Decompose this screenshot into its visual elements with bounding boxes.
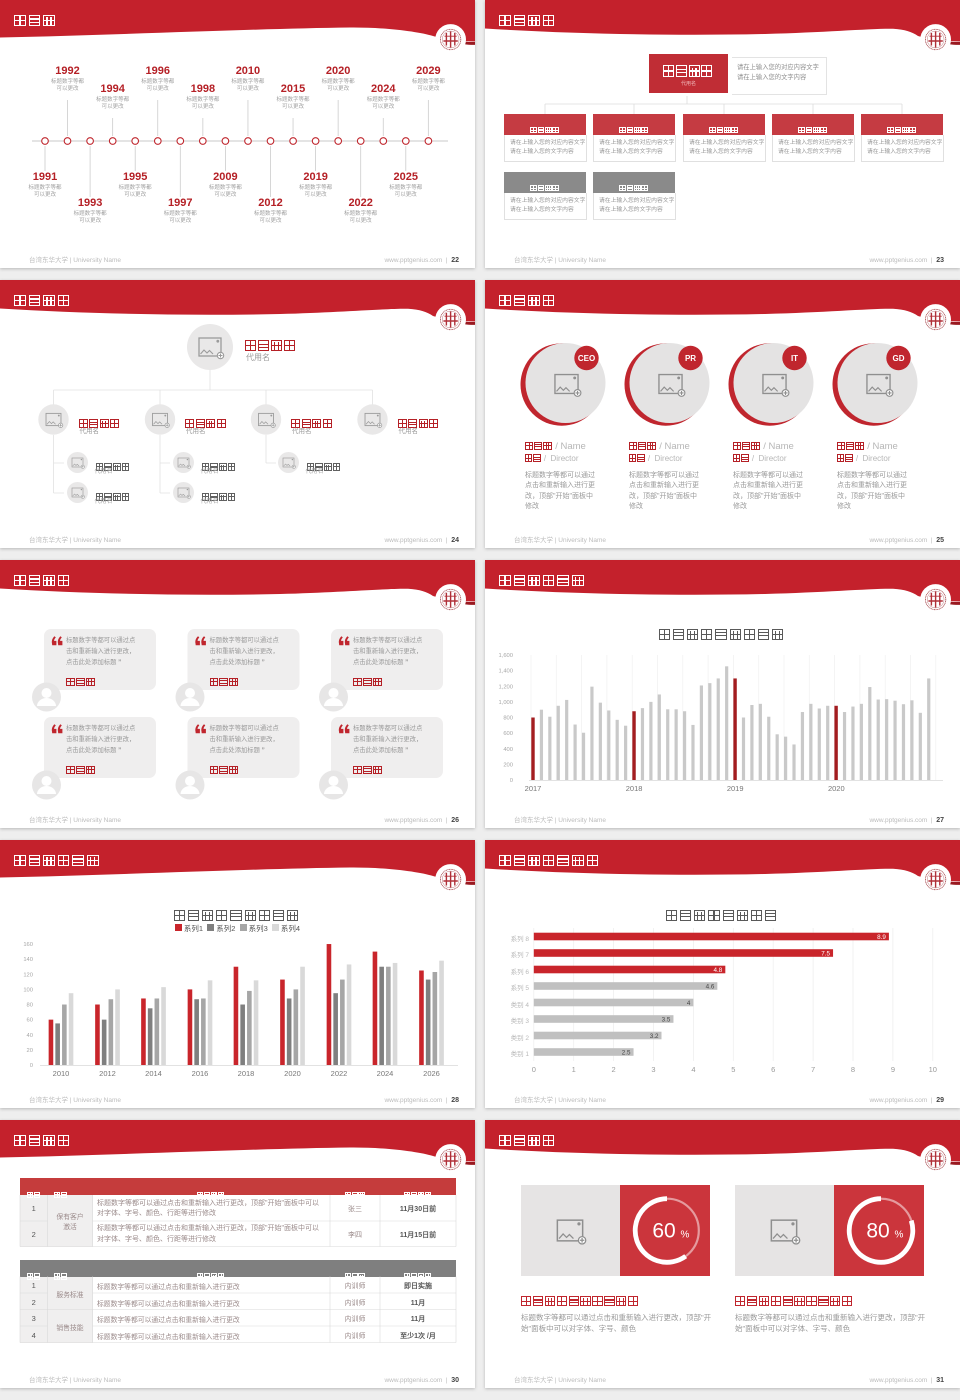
svg-text:800: 800 xyxy=(503,716,513,722)
svg-text:2024: 2024 xyxy=(377,1069,394,1078)
svg-text:2010: 2010 xyxy=(53,1069,70,1078)
svg-text:2019: 2019 xyxy=(727,784,744,793)
svg-text:160: 160 xyxy=(23,942,33,948)
svg-text:600: 600 xyxy=(503,731,513,737)
svg-text:400: 400 xyxy=(503,747,513,753)
svg-text:4: 4 xyxy=(691,1065,695,1074)
svg-text:IT: IT xyxy=(791,354,798,363)
svg-text:20: 20 xyxy=(27,1048,33,1054)
svg-text:2018: 2018 xyxy=(626,784,643,793)
svg-text:6: 6 xyxy=(771,1065,775,1074)
svg-text:2016: 2016 xyxy=(192,1069,209,1078)
svg-text:2022: 2022 xyxy=(331,1069,348,1078)
svg-text:40: 40 xyxy=(27,1033,33,1039)
svg-text:GD: GD xyxy=(893,354,905,363)
svg-text:9: 9 xyxy=(891,1065,895,1074)
svg-text:2026: 2026 xyxy=(423,1069,440,1078)
svg-text:0: 0 xyxy=(532,1065,536,1074)
svg-text:%: % xyxy=(681,1230,690,1241)
svg-text:5: 5 xyxy=(731,1065,735,1074)
svg-text:60: 60 xyxy=(27,1018,33,1024)
svg-text:2: 2 xyxy=(612,1065,616,1074)
svg-text:4: 4 xyxy=(687,1000,691,1007)
svg-text:8.9: 8.9 xyxy=(877,934,886,941)
svg-text:1: 1 xyxy=(572,1065,576,1074)
svg-text:200: 200 xyxy=(503,762,513,768)
svg-text:2.5: 2.5 xyxy=(622,1049,631,1056)
svg-text:8: 8 xyxy=(851,1065,855,1074)
svg-text:3: 3 xyxy=(651,1065,655,1074)
svg-text:7.5: 7.5 xyxy=(821,950,830,957)
svg-text:PR: PR xyxy=(685,354,696,363)
svg-text:1,000: 1,000 xyxy=(498,700,513,706)
svg-text:140: 140 xyxy=(23,957,33,963)
svg-text:1,400: 1,400 xyxy=(498,669,513,675)
svg-text:4.6: 4.6 xyxy=(706,983,715,990)
svg-text:1,600: 1,600 xyxy=(498,653,513,659)
svg-text:2012: 2012 xyxy=(99,1069,116,1078)
svg-text:2014: 2014 xyxy=(145,1069,162,1078)
svg-text:10: 10 xyxy=(929,1065,937,1074)
svg-text:2018: 2018 xyxy=(238,1069,255,1078)
svg-text:2017: 2017 xyxy=(525,784,542,793)
svg-text:100: 100 xyxy=(23,987,33,993)
svg-text:80: 80 xyxy=(27,1003,33,1009)
svg-text:3.5: 3.5 xyxy=(662,1016,671,1023)
svg-text:4.8: 4.8 xyxy=(714,967,723,974)
svg-text:60: 60 xyxy=(652,1220,675,1243)
svg-text:%: % xyxy=(895,1230,904,1241)
svg-text:0: 0 xyxy=(30,1063,33,1069)
svg-text:80: 80 xyxy=(866,1220,889,1243)
svg-text:7: 7 xyxy=(811,1065,815,1074)
svg-text:2020: 2020 xyxy=(284,1069,301,1078)
svg-text:0: 0 xyxy=(510,778,513,784)
svg-text:3.2: 3.2 xyxy=(650,1033,659,1040)
svg-text:1,200: 1,200 xyxy=(498,684,513,690)
svg-text:CEO: CEO xyxy=(578,354,595,363)
svg-text:2020: 2020 xyxy=(828,784,845,793)
svg-text:120: 120 xyxy=(23,972,33,978)
